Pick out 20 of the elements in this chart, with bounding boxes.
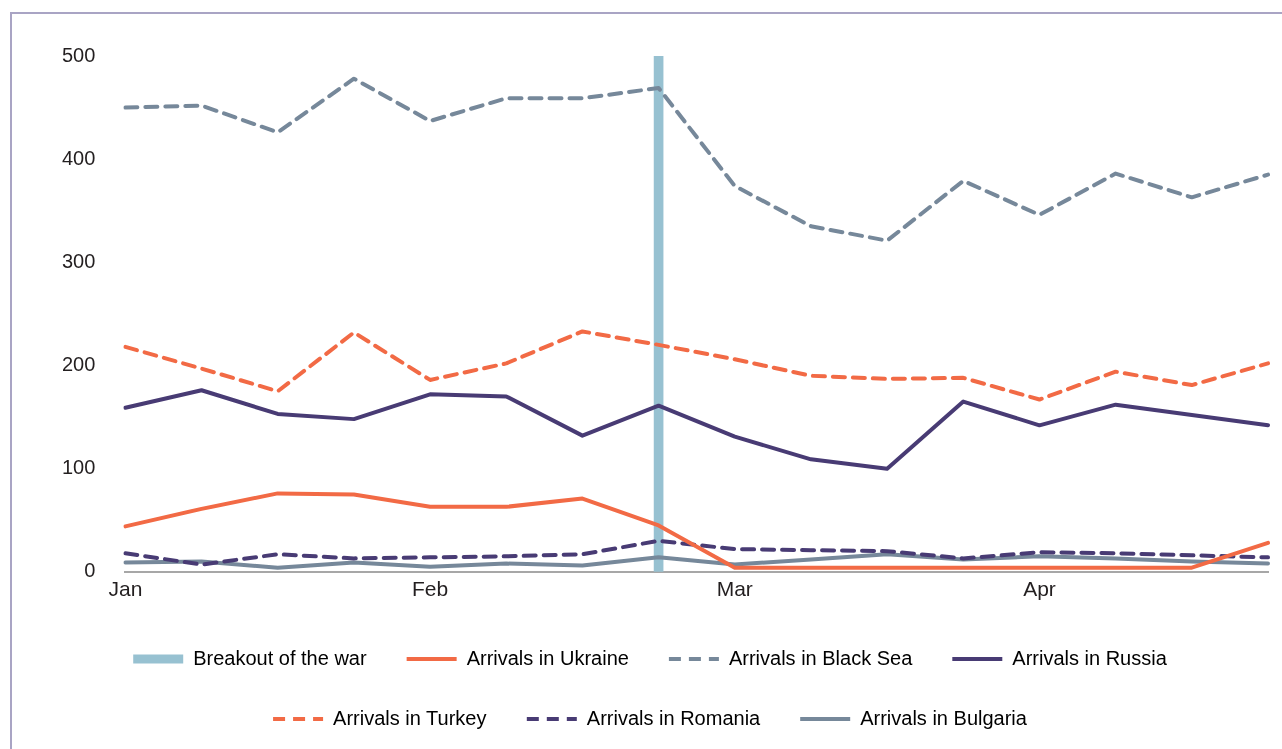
x-tick-label: Feb (411, 577, 449, 601)
line-series (123, 538, 1270, 567)
x-tick-label: Apr (1023, 577, 1056, 601)
legend-label: Arrivals in Bulgaria (860, 706, 1028, 729)
line-series (123, 76, 1270, 243)
y-tick-label: 100 (61, 456, 96, 479)
legend-label: Arrivals in Russia (1012, 646, 1168, 669)
y-tick-label: 300 (61, 249, 96, 272)
legend-label: Breakout of the war (193, 646, 367, 669)
line-series (123, 329, 1270, 402)
y-tick-label: 0 (84, 559, 96, 582)
x-tick-label: Jan (108, 577, 143, 601)
legend-label: Arrivals in Romania (586, 706, 762, 729)
legend-label: Arrivals in Turkey (333, 706, 487, 729)
y-tick-label: 200 (61, 353, 96, 375)
legend-label: Arrivals in Black Sea (728, 646, 914, 669)
y-tick-label: 400 (61, 146, 96, 169)
legend-label: Arrivals in Ukraine (466, 646, 629, 669)
y-tick-label: 500 (61, 43, 96, 66)
x-tick-label: Mar (716, 577, 753, 601)
